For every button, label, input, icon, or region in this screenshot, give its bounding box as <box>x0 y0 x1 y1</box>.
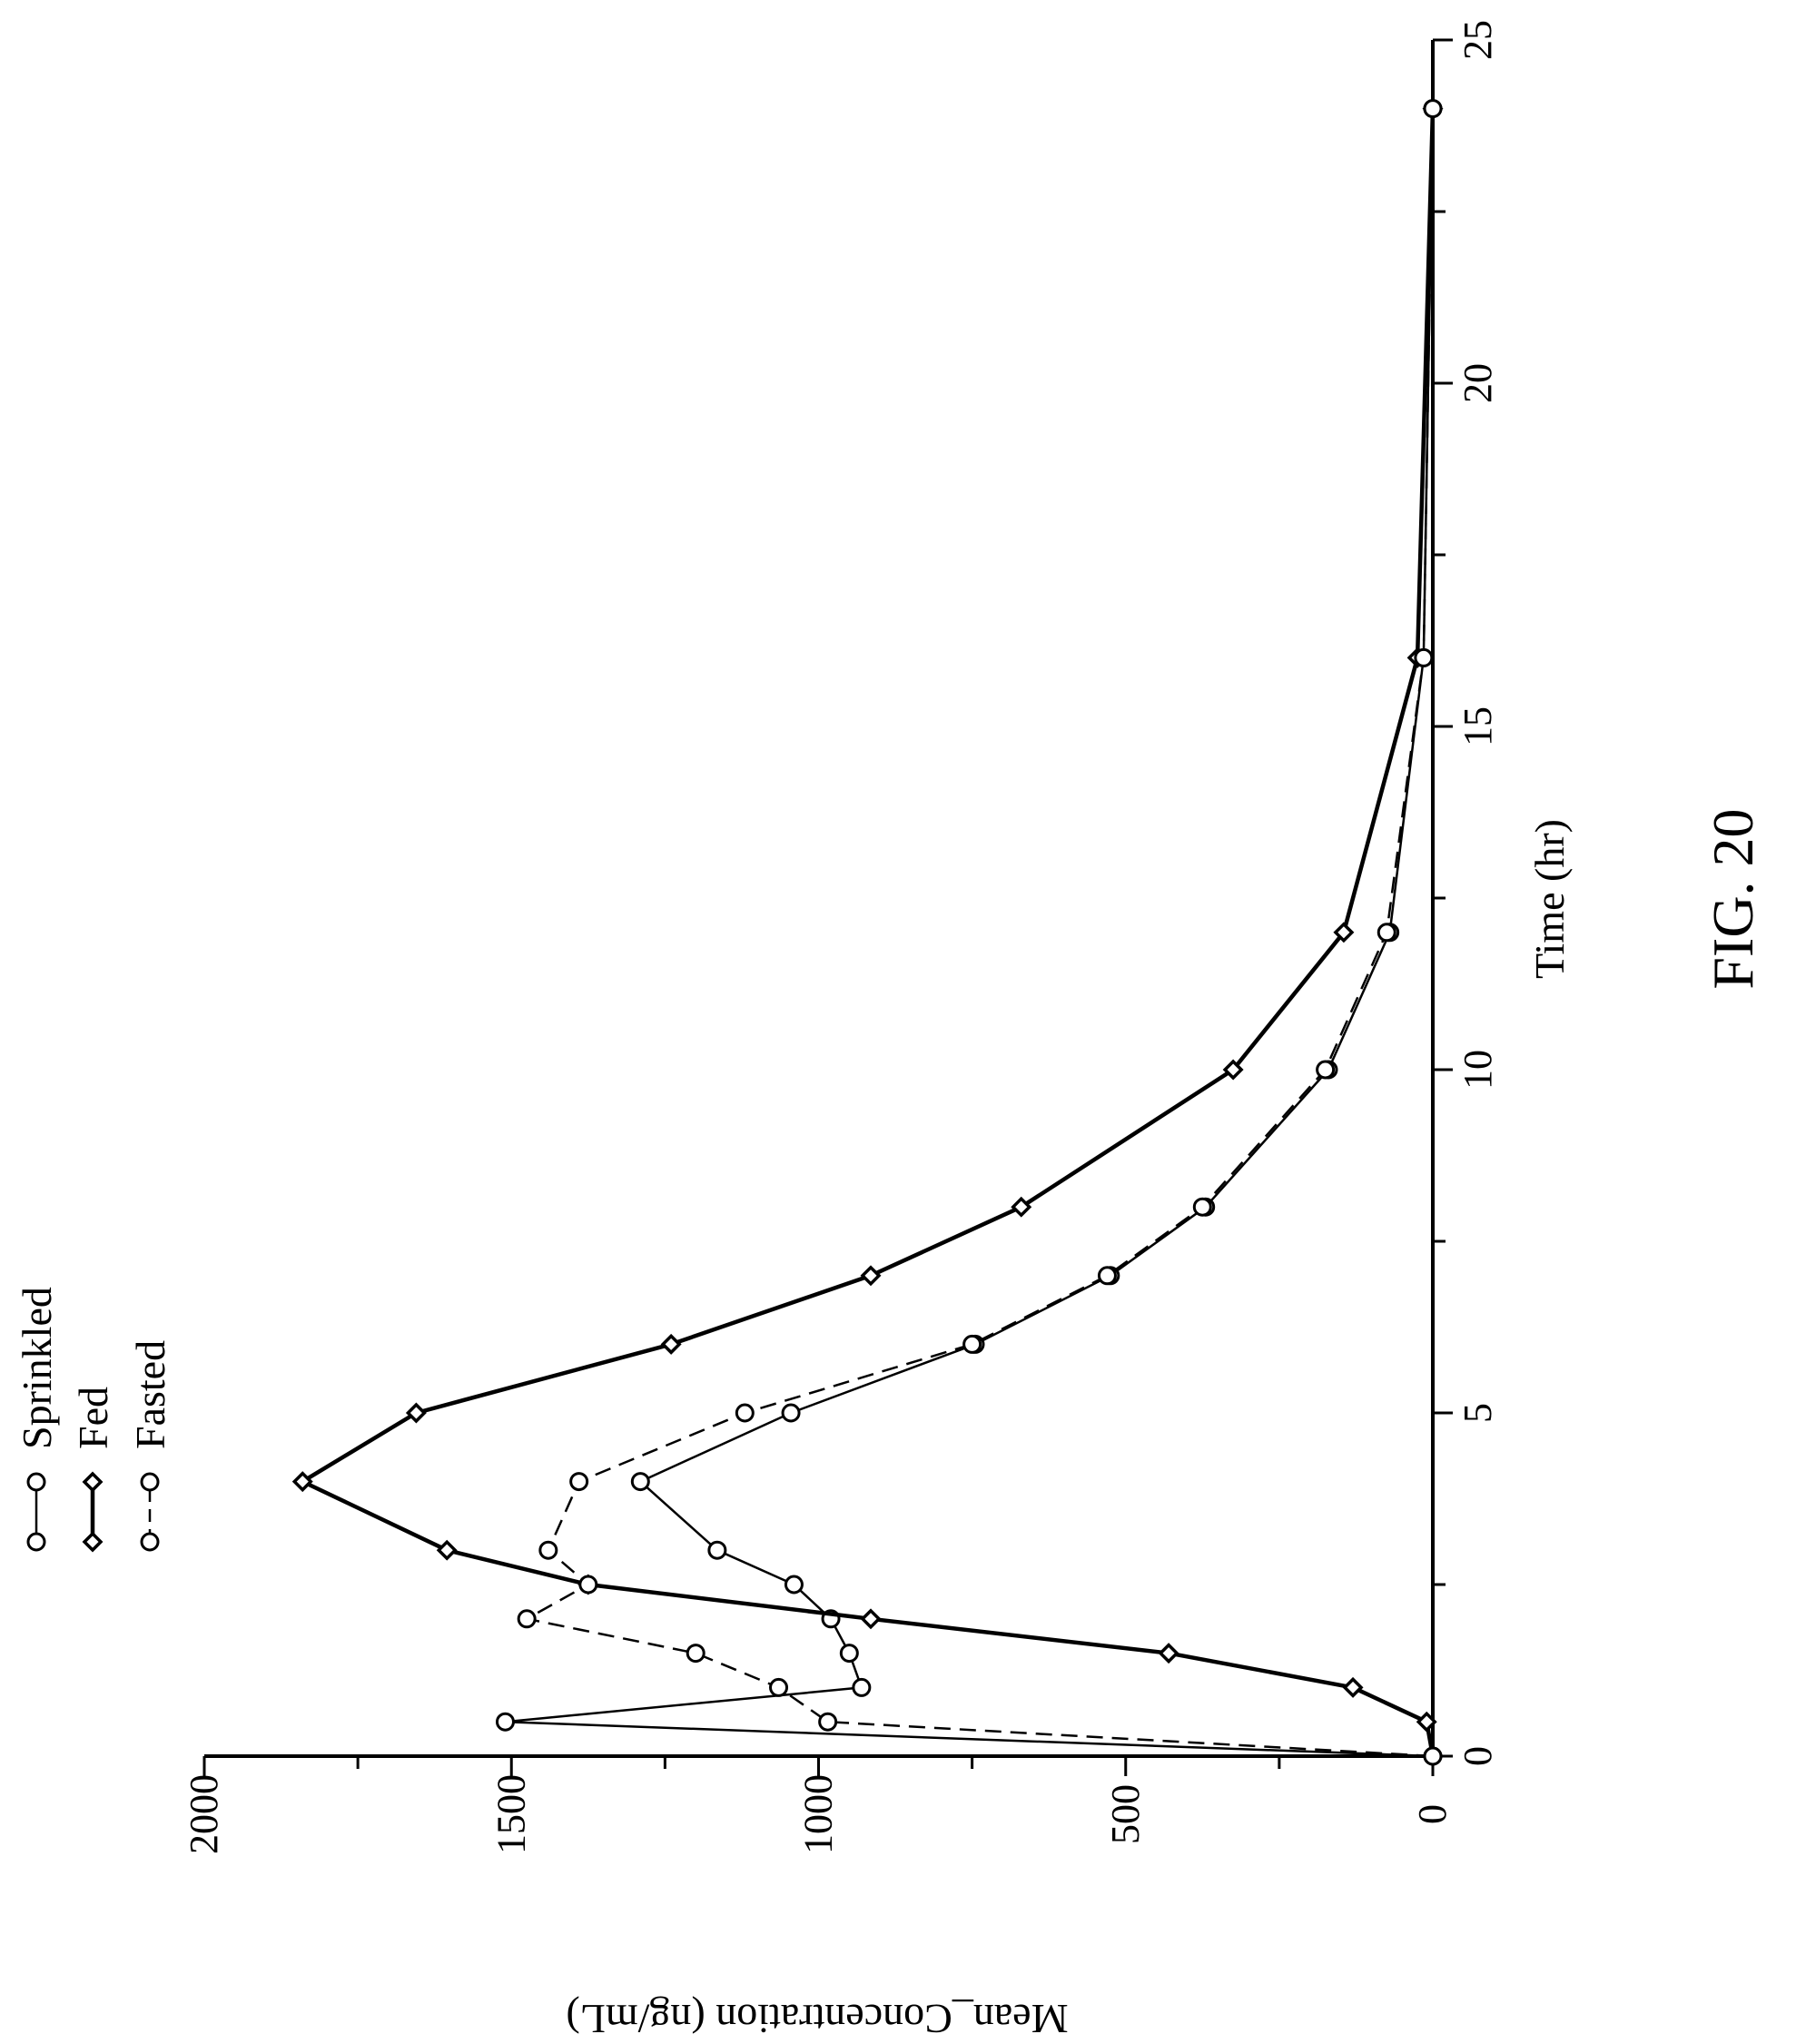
data-point-fasted <box>735 1403 755 1423</box>
data-point-sprinkled <box>630 1472 650 1492</box>
data-point-fasted <box>517 1609 537 1629</box>
data-point-sprinkled <box>784 1575 804 1595</box>
data-point-sprinkled <box>852 1677 872 1697</box>
x-tick-label: 5 <box>1456 1403 1500 1423</box>
legend-marker <box>26 1532 46 1552</box>
data-point-fasted <box>686 1644 706 1664</box>
data-point-fed <box>1342 1676 1364 1698</box>
legend-marker <box>26 1472 46 1492</box>
data-point-fasted <box>1192 1197 1212 1217</box>
legend-marker <box>82 1531 104 1553</box>
series-line-sprinkled <box>504 108 1435 1758</box>
x-tick-label: 0 <box>1456 1746 1500 1766</box>
data-point-fasted <box>1097 1266 1117 1286</box>
legend-marker <box>140 1532 160 1552</box>
chart-axes: 0 500 1000 1500 2000 0 5 10 15 20 25 <box>182 20 1500 1854</box>
legend-label: Fed <box>70 1387 116 1449</box>
legend-label: Fasted <box>127 1340 173 1449</box>
legend-item-sprinkled: Sprinkled <box>14 1287 60 1552</box>
data-point-fasted <box>1316 1060 1336 1080</box>
data-point-fasted <box>1423 99 1443 119</box>
chart-series <box>291 98 1444 1767</box>
data-point-fed <box>1416 1711 1437 1733</box>
y-axis-title: Mean_Concentration (ng/mL) <box>566 1996 1068 2042</box>
y-tick-label: 2000 <box>182 1774 226 1854</box>
data-point-fasted <box>962 1334 982 1354</box>
data-point-fed <box>860 1265 882 1287</box>
axis-ticks: 0 500 1000 1500 2000 0 5 10 15 20 25 <box>182 20 1500 1854</box>
x-tick-label: 25 <box>1456 20 1500 60</box>
legend-item-fed: Fed <box>70 1387 116 1553</box>
x-axis-title: Time (hr) <box>1526 819 1573 979</box>
y-tick-label: 500 <box>1103 1784 1148 1844</box>
y-tick-label: 1500 <box>488 1774 533 1854</box>
data-point-fasted <box>578 1575 598 1595</box>
data-point-fed <box>1158 1643 1179 1664</box>
data-point-fed <box>1011 1196 1032 1218</box>
data-point-fed <box>860 1608 882 1630</box>
series-sprinkled <box>495 99 1443 1766</box>
data-point-fasted <box>538 1540 558 1560</box>
data-point-fasted <box>818 1712 838 1732</box>
series-fasted <box>517 99 1443 1766</box>
x-tick-label: 20 <box>1456 363 1500 403</box>
figure-caption: FIG. 20 <box>1701 808 1765 989</box>
data-point-fasted <box>569 1472 589 1492</box>
data-point-sprinkled <box>495 1712 515 1732</box>
data-point-fed <box>1222 1059 1244 1081</box>
y-tick-label: 1000 <box>796 1774 841 1854</box>
data-point-fasted <box>1423 1746 1443 1766</box>
data-point-fed <box>405 1402 427 1424</box>
legend-item-fasted: Fasted <box>127 1340 173 1552</box>
data-point-sprinkled <box>839 1644 859 1664</box>
data-point-fed <box>1333 922 1355 943</box>
data-point-fed <box>660 1333 682 1355</box>
legend-label: Sprinkled <box>14 1287 60 1449</box>
series-line-fed <box>300 108 1436 1757</box>
data-point-fasted <box>1414 647 1434 667</box>
y-tick-label: 0 <box>1410 1804 1455 1824</box>
data-point-sprinkled <box>707 1540 727 1560</box>
data-point-fed <box>436 1539 458 1561</box>
legend-marker <box>140 1472 160 1492</box>
series-line-fasted <box>525 108 1435 1758</box>
legend-marker <box>82 1471 104 1493</box>
data-point-fasted <box>1377 923 1396 943</box>
series-fed <box>291 98 1444 1767</box>
x-tick-label: 15 <box>1456 706 1500 746</box>
data-point-fasted <box>769 1677 789 1697</box>
data-point-fed <box>291 1471 313 1493</box>
x-tick-label: 10 <box>1456 1050 1500 1090</box>
chart-legend: Sprinkled Fed Fasted <box>14 1287 173 1553</box>
data-point-sprinkled <box>781 1403 801 1423</box>
